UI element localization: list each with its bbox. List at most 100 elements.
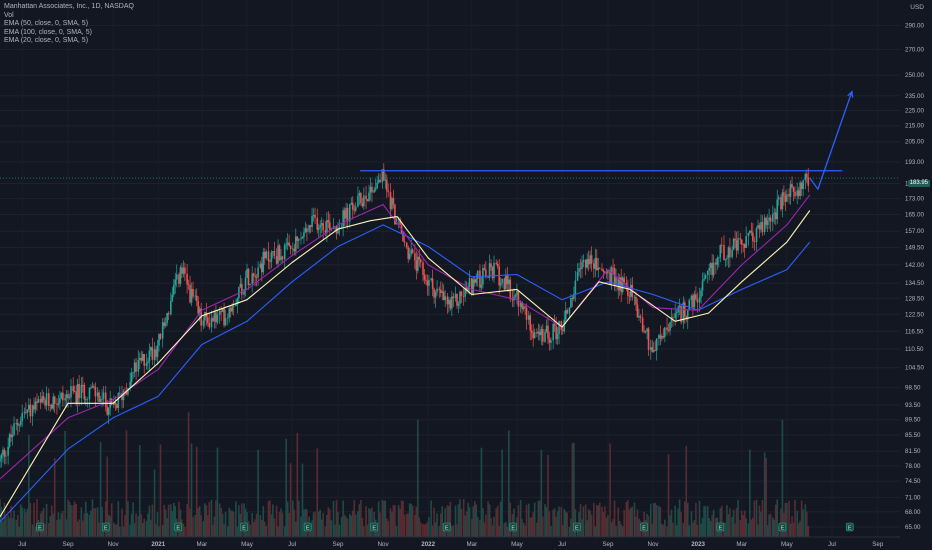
candle-body [223,308,225,326]
candle-body [241,283,243,295]
candle-body [34,401,37,410]
volume-bar [781,419,784,537]
symbol-title[interactable]: Manhattan Associates, Inc., 1D, NASDAQ [4,3,134,10]
volume-bar [324,526,327,537]
x-tick-label: Jul [288,541,296,548]
volume-bar [392,505,395,537]
candle-body [658,335,660,339]
candle-body [434,292,437,298]
earnings-marker [509,522,518,532]
volume-bar [340,516,343,537]
y-tick-label: 104.50 [905,365,924,372]
volume-bar [799,520,801,537]
volume-bar [226,526,229,537]
candle-body [202,320,205,326]
volume-bar [675,525,678,537]
volume-bar [605,517,608,537]
candle-body [121,392,123,401]
volume-bar [229,510,232,537]
candle-body [164,323,167,326]
volume-bar [540,449,543,537]
candle-body [727,247,730,259]
price-axis[interactable]: 290.00 270.00 250.00 235.00 225.00 215.00 205.… [905,22,924,531]
candlesticks [0,163,810,468]
volume-bar [288,512,290,537]
trendline-drawings[interactable] [0,90,900,191]
candle-body [791,184,793,188]
volume-bar [647,515,650,537]
volume-bar [50,505,53,537]
candle-body [68,397,71,399]
candle-body [708,268,711,271]
candle-body [516,291,518,295]
candle-body [269,260,271,262]
candle-body [610,267,613,284]
volume-bar [389,508,392,537]
ema50-legend[interactable]: EMA (50, close, 0, SMA, 5) [4,20,89,27]
candle-body [53,396,56,404]
earnings-marker [240,522,248,532]
volume-bar [267,501,270,537]
volume-bar [439,513,442,537]
candle-body [374,188,377,190]
volume-bar [8,518,11,537]
volume-bar [587,509,590,537]
volume-bar [228,507,231,537]
volume-bar [524,525,526,537]
currency-label[interactable]: USD [910,4,924,11]
candle-body [514,294,517,297]
time-axis[interactable]: Jul Sep Nov 2021 Mar May Jul Sep Nov 2022 Mar May Ju… [0,536,900,548]
chart-grid [0,24,900,528]
volume-bar [720,505,723,537]
candle-body [664,327,666,338]
ema100-legend[interactable]: EMA (100, close, 0, SMA, 5) [4,28,92,36]
volume-bar [36,499,38,537]
candle-body [752,232,754,241]
ema20-legend[interactable]: EMA (20, close, 0, SMA, 5) [4,37,89,44]
candle-body [327,220,330,223]
candle-body [579,268,582,270]
volume-bar [545,506,548,537]
candle-body [138,357,141,360]
volume-bar [172,502,175,537]
volume-bar [343,514,346,537]
candle-body [542,328,544,342]
candle-body [215,312,217,323]
x-tick-label: Jul [558,541,566,548]
volume-bar [800,500,803,537]
candle-body [346,207,349,222]
volume-bar [210,499,213,537]
candle-body [329,222,331,230]
earnings-marker-label: E [848,526,852,532]
candle-body [758,225,761,230]
volume-bar [491,525,494,537]
vol-legend[interactable]: Vol [4,11,14,19]
candle-body [166,312,168,324]
candle-body [479,270,481,288]
candle-body [711,263,713,276]
volume-bar [127,501,129,537]
candle-body [65,394,68,399]
volume-bar [457,504,460,537]
volume-bar [753,500,756,537]
candle-body [184,267,186,274]
y-tick-label: 78.00 [905,463,921,470]
volume-bar [468,507,471,537]
candle-body [574,280,577,294]
candle-body [688,300,691,311]
candle-body [368,192,370,201]
candle-body [140,357,143,361]
volume-bar [402,500,404,537]
volume-bar [82,520,84,537]
volume-bar [161,524,164,537]
candle-body [638,316,640,318]
volume-bar [78,519,80,537]
volume-bar [519,499,522,537]
candle-body [720,245,723,246]
volume-bar [633,502,636,537]
volume-bar [487,501,489,537]
volume-bar [49,516,52,537]
volume-bar [621,526,624,537]
